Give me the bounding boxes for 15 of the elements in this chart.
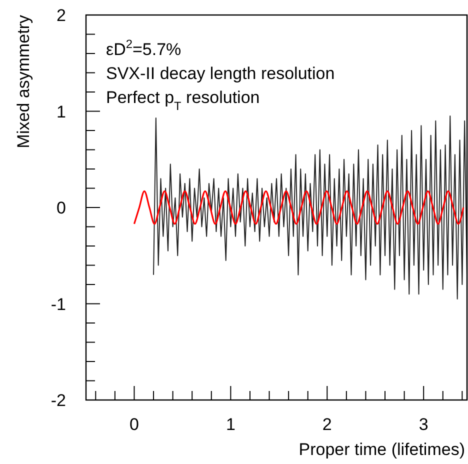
annotation: Perfect p$_{T}$ resolution: [106, 88, 260, 113]
y-tick-label: -2: [50, 391, 66, 410]
y-tick-label: 2: [56, 6, 66, 25]
y-axis-title: Mixed asymmetry: [14, 14, 33, 148]
x-axis-title: Proper time (lifetimes): [298, 440, 465, 459]
x-tick-label: 0: [129, 415, 139, 434]
y-tick-label: 1: [56, 102, 66, 122]
y-tick-label: -1: [50, 294, 66, 314]
x-tick-label: 3: [418, 415, 428, 434]
x-tick-label: 1: [226, 415, 236, 434]
annotation: εD$^{2}$=5.7%: [106, 37, 182, 59]
annotation: SVX-II decay length resolution: [106, 64, 335, 83]
y-tick-label: 0: [56, 198, 66, 218]
x-tick-label: 2: [322, 415, 332, 434]
line-series: [153, 116, 468, 300]
